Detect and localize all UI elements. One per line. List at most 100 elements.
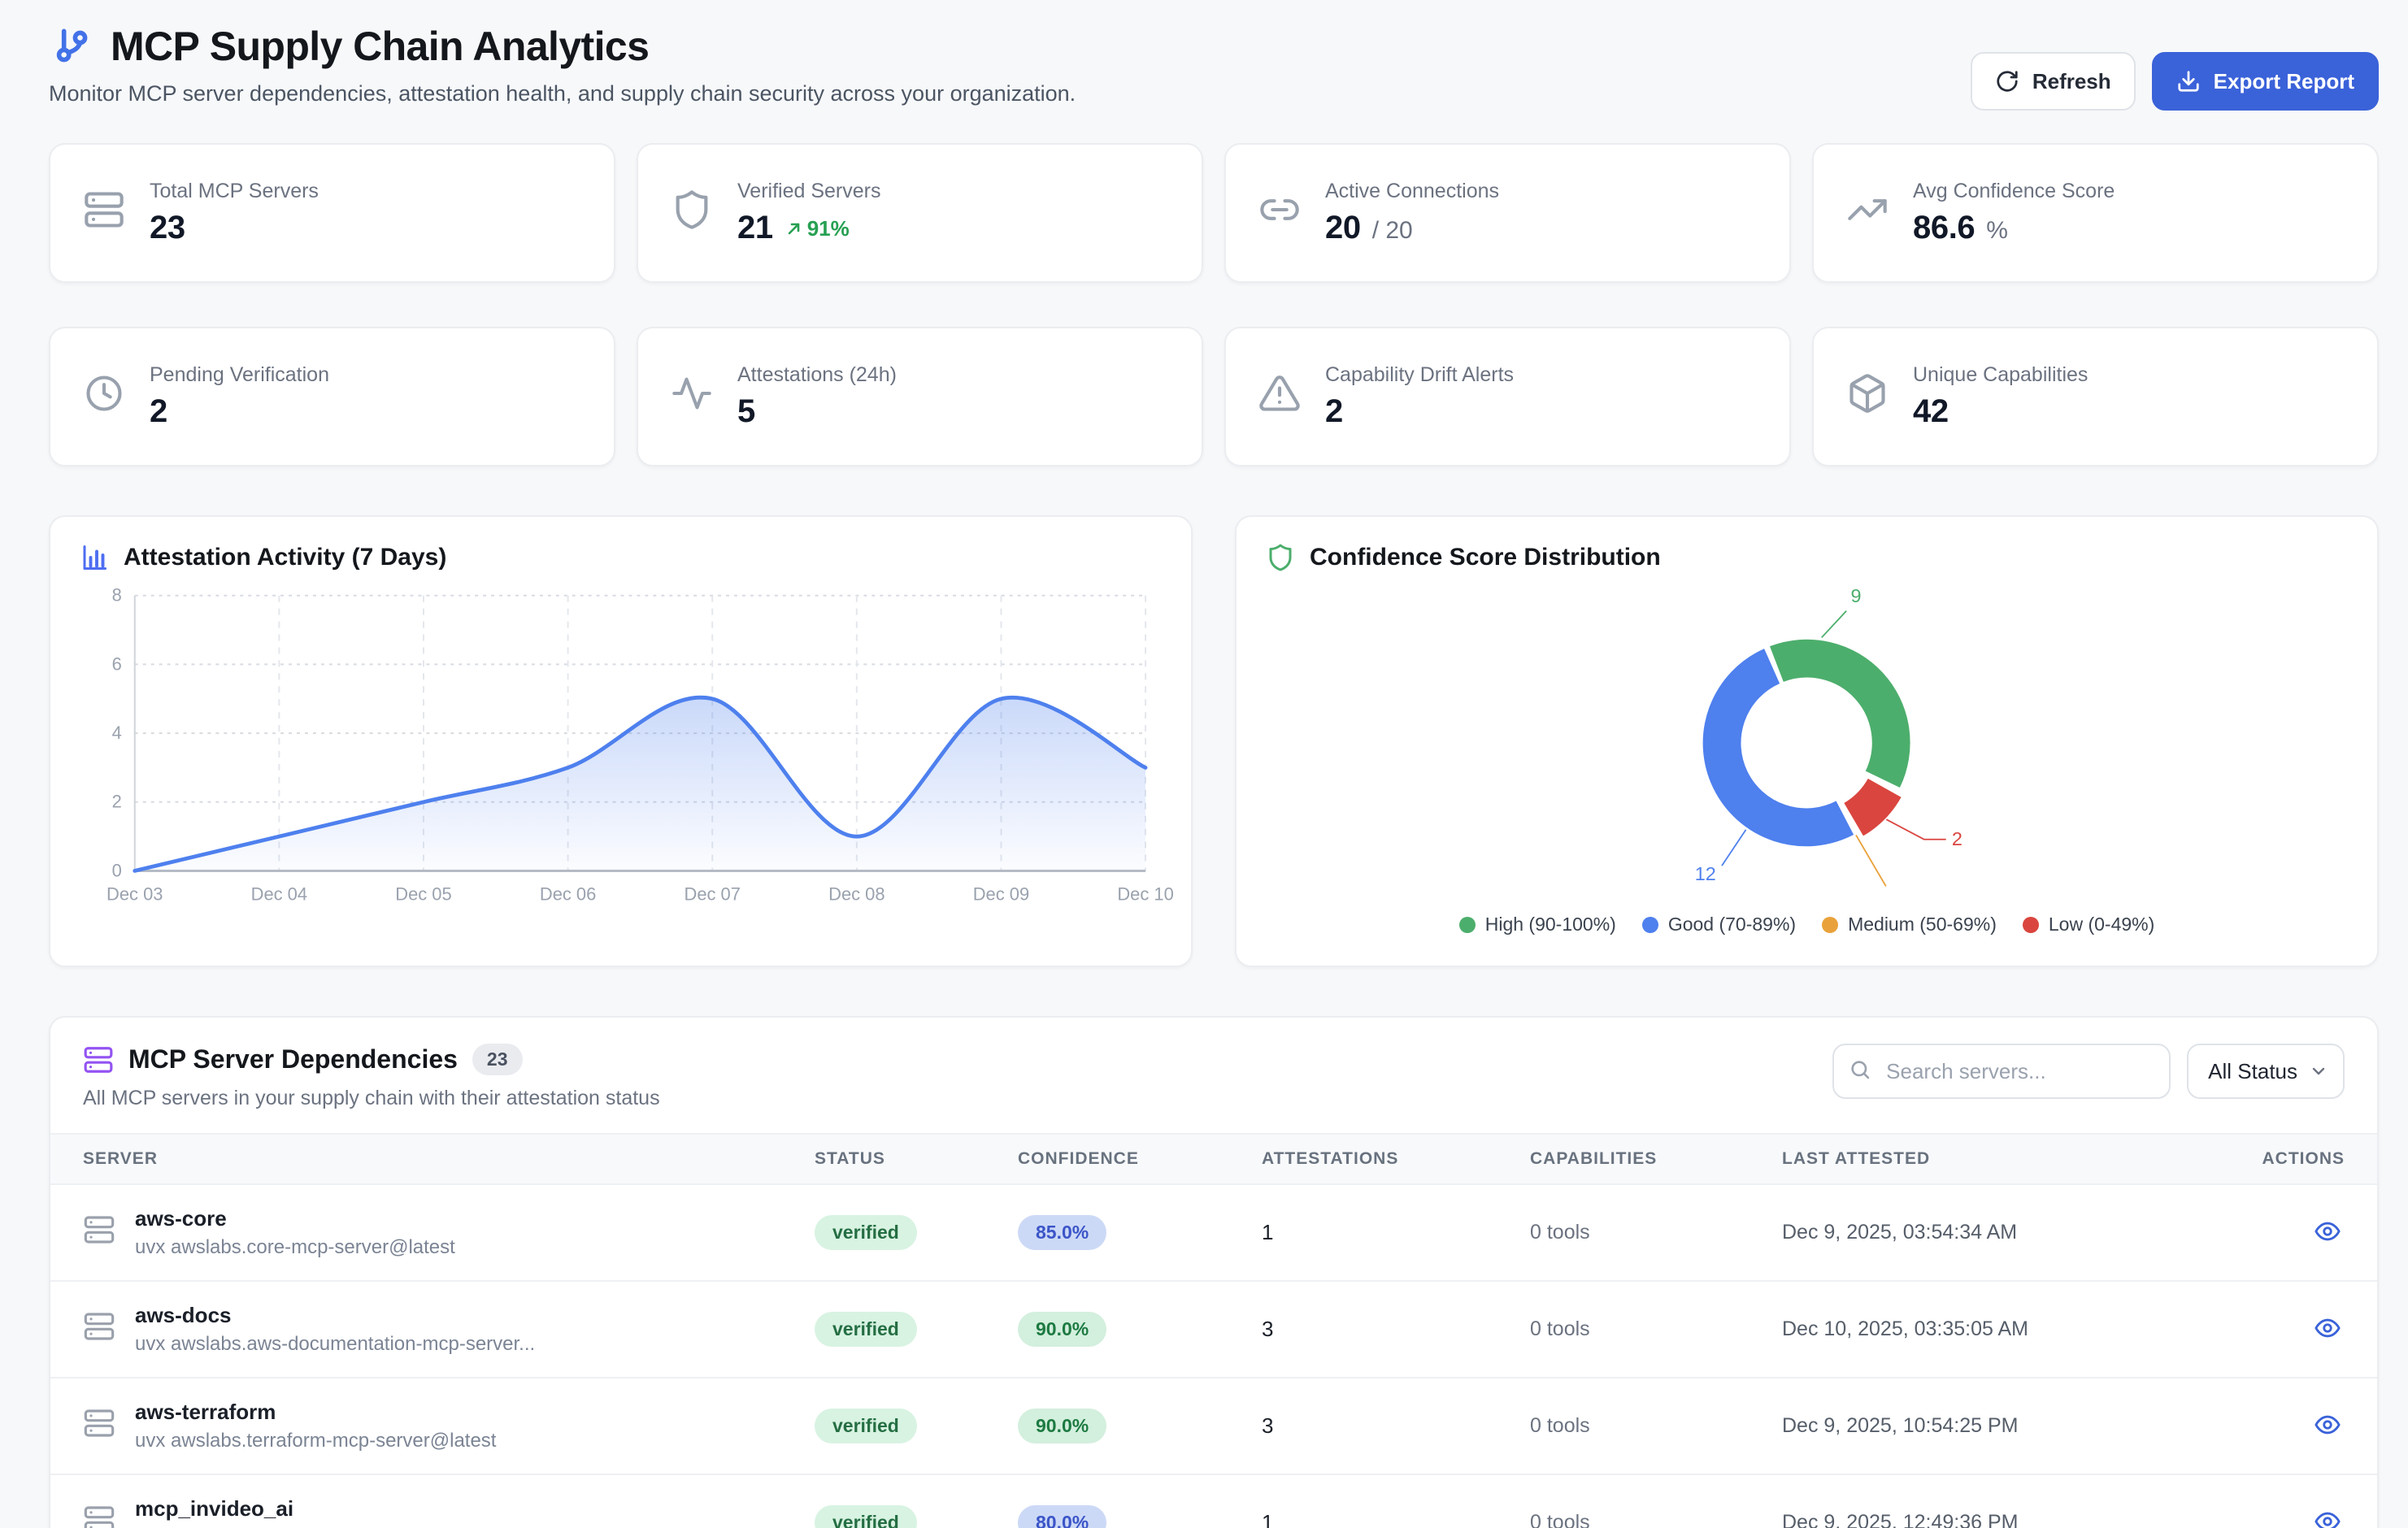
svg-text:Dec 03: Dec 03 — [106, 883, 163, 904]
legend-dot — [1458, 916, 1476, 933]
server-name: mcp_invideo_ai — [135, 1496, 294, 1521]
server-command: uvx awslabs.terraform-mcp-server@latest — [135, 1430, 497, 1452]
server-name: aws-docs — [135, 1303, 232, 1327]
stat-suffix: / 20 — [1371, 217, 1413, 244]
status-filter-value: All Status — [2208, 1058, 2297, 1083]
download-icon — [2178, 71, 2199, 92]
view-server-button[interactable] — [2310, 1311, 2345, 1345]
stats-grid: Total MCP Servers 23 Verified Servers 21 91%… — [49, 143, 2379, 467]
stat-label: Pending Verification — [150, 363, 329, 386]
status-badge: verified — [815, 1312, 917, 1347]
svg-text:2: 2 — [1952, 828, 1962, 849]
header-actions: Refresh Export Report — [1970, 52, 2379, 111]
confidence-badge: 80.0% — [1018, 1505, 1107, 1528]
donut-chart-svg: 9 2 12 — [1695, 585, 1962, 887]
server-cell: mcp_invideo_ainpx mcp-remote https://mcp… — [83, 1496, 815, 1528]
stat-card-avg-confidence-score: Avg Confidence Score 86.6% — [1812, 143, 2379, 283]
legend-label: Good (70-89%) — [1667, 914, 1797, 935]
table-row-aws-terraform[interactable]: aws-terraform uvx awslabs.terraform-mcp-s… — [50, 1378, 2377, 1475]
view-server-button[interactable] — [2310, 1504, 2345, 1528]
stat-label: Active Connections — [1325, 180, 1500, 202]
svg-text:8: 8 — [112, 585, 122, 606]
refresh-button[interactable]: Refresh — [1970, 52, 2136, 111]
confidence-cell: 90.0% — [1018, 1409, 1262, 1443]
svg-text:Dec 06: Dec 06 — [540, 883, 596, 904]
area-chart-svg: 0 2 4 6 8 Dec 03 Dec 04 Dec 05 Dec 06 Dec 07 Dec 0… — [106, 585, 1174, 905]
legend-label: Low (0-49%) — [2048, 914, 2155, 935]
column-header-server: Server — [83, 1149, 158, 1168]
last-attested-value: Dec 9, 2025, 03:54:34 AM — [1782, 1221, 2018, 1244]
export-report-button[interactable]: Export Report — [2151, 52, 2379, 111]
server-icon — [84, 1312, 115, 1340]
trending-icon — [1848, 199, 1887, 220]
bar-chart-icon — [83, 545, 106, 570]
table-heading: MCP Server Dependencies 23 All MCP serve… — [83, 1044, 660, 1110]
chevron-down-icon — [2312, 1067, 2325, 1075]
stat-value: 2 — [150, 393, 167, 429]
attestations-count: 3 — [1262, 1413, 1274, 1438]
donut-segment-good-70-89[interactable] — [1702, 649, 1854, 847]
status-badge: verified — [815, 1409, 917, 1443]
stat-trend-value: 91% — [806, 215, 850, 241]
legend-dot — [2022, 916, 2039, 933]
status-badge: verified — [815, 1505, 917, 1528]
trend-up-icon — [788, 223, 800, 235]
stat-value: 23 — [150, 210, 185, 245]
server-icon — [84, 1505, 115, 1528]
status-cell: verified — [815, 1409, 1018, 1443]
svg-text:12: 12 — [1695, 863, 1716, 884]
svg-text:Dec 07: Dec 07 — [685, 883, 741, 904]
column-header-status: Status — [815, 1149, 885, 1168]
server-command: npx mcp-remote https://mcp.invideo.io/ss… — [135, 1526, 501, 1528]
status-filter-select[interactable]: All Status — [2187, 1044, 2345, 1099]
server-icon — [85, 192, 124, 228]
table-row-aws-core[interactable]: aws-core uvx awslabs.core-mcp-server@late… — [50, 1185, 2377, 1282]
server-name: aws-terraform — [135, 1400, 276, 1424]
page-subtitle: Monitor MCP server dependencies, attesta… — [49, 81, 1076, 106]
link-icon — [1260, 199, 1299, 220]
svg-text:6: 6 — [112, 653, 122, 674]
stat-value: 42 — [1913, 393, 1949, 429]
attestation-activity-panel: Attestation Activity (7 Days) 0 2 4 6 8 Dec 0… — [49, 515, 1193, 967]
table-row-aws-docs[interactable]: aws-docs uvx awslabs.aws-documentation-mc… — [50, 1282, 2377, 1378]
server-name: aws-core — [135, 1206, 227, 1231]
svg-text:0: 0 — [112, 860, 122, 880]
stat-label: Total MCP Servers — [150, 180, 319, 202]
eye-icon — [2315, 1415, 2341, 1434]
confidence-cell: 85.0% — [1018, 1215, 1262, 1250]
view-server-button[interactable] — [2310, 1408, 2345, 1442]
table-row-mcp-invideo-ai[interactable]: mcp_invideo_ainpx mcp-remote https://mcp… — [50, 1475, 2377, 1528]
donut-segment-high-90-100[interactable] — [1770, 639, 1910, 788]
stat-value: 2 — [1325, 393, 1343, 429]
last-attested-value: Dec 10, 2025, 03:35:05 AM — [1782, 1317, 2028, 1340]
svg-text:Dec 09: Dec 09 — [973, 883, 1029, 904]
view-server-button[interactable] — [2310, 1214, 2345, 1248]
legend-dot — [1822, 916, 1839, 933]
stat-label: Avg Confidence Score — [1913, 180, 2115, 202]
capabilities-value: 0 tools — [1530, 1221, 1590, 1244]
server-cell: aws-core uvx awslabs.core-mcp-server@late… — [83, 1206, 815, 1259]
legend-item-medium-50-69[interactable]: Medium (50-69%) — [1822, 914, 1997, 935]
search-input[interactable] — [1832, 1044, 2171, 1099]
clock-icon — [86, 375, 122, 411]
stat-card-verified-servers: Verified Servers 21 91% — [637, 143, 1203, 283]
stat-card-total-mcp-servers: Total MCP Servers 23 — [49, 143, 615, 283]
legend-dot — [1641, 916, 1658, 933]
stat-label: Verified Servers — [737, 180, 881, 202]
legend-item-good-70-89[interactable]: Good (70-89%) — [1641, 914, 1797, 935]
confidence-badge: 90.0% — [1018, 1312, 1107, 1347]
confidence-cell: 90.0% — [1018, 1312, 1262, 1347]
refresh-icon — [1997, 71, 2018, 92]
eye-icon — [2315, 1512, 2341, 1528]
svg-text:9: 9 — [1851, 585, 1862, 606]
stat-label: Attestations (24h) — [737, 363, 897, 386]
donut-segment-low-0-49[interactable] — [1843, 778, 1902, 836]
column-header-actions: Actions — [2262, 1149, 2345, 1168]
last-attested-value: Dec 9, 2025, 10:54:25 PM — [1782, 1414, 2019, 1437]
legend-item-high-90-100[interactable]: High (90-100%) — [1458, 914, 1616, 935]
attestations-count: 1 — [1262, 1220, 1274, 1244]
eye-icon — [2315, 1318, 2341, 1337]
table-body: aws-core uvx awslabs.core-mcp-server@late… — [50, 1185, 2377, 1528]
legend-item-low-0-49[interactable]: Low (0-49%) — [2022, 914, 2155, 935]
stat-card-unique-capabilities: Unique Capabilities 42 — [1812, 327, 2379, 467]
